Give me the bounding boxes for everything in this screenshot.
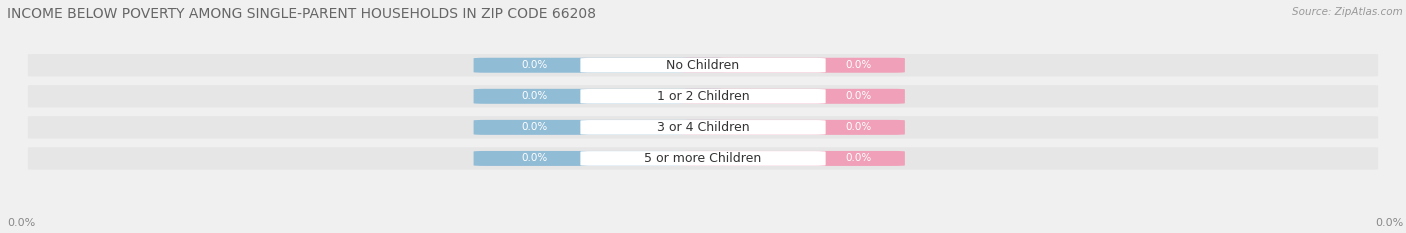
Text: 3 or 4 Children: 3 or 4 Children bbox=[657, 121, 749, 134]
Text: 0.0%: 0.0% bbox=[1375, 218, 1403, 228]
Text: 0.0%: 0.0% bbox=[845, 154, 872, 163]
FancyBboxPatch shape bbox=[28, 85, 1378, 107]
FancyBboxPatch shape bbox=[581, 151, 825, 166]
FancyBboxPatch shape bbox=[681, 120, 905, 135]
FancyBboxPatch shape bbox=[28, 147, 1378, 170]
FancyBboxPatch shape bbox=[681, 151, 905, 166]
FancyBboxPatch shape bbox=[581, 58, 825, 72]
FancyBboxPatch shape bbox=[28, 116, 1378, 139]
Text: 0.0%: 0.0% bbox=[845, 60, 872, 70]
Text: 0.0%: 0.0% bbox=[522, 154, 547, 163]
FancyBboxPatch shape bbox=[681, 89, 905, 104]
Text: 0.0%: 0.0% bbox=[522, 91, 547, 101]
FancyBboxPatch shape bbox=[681, 58, 905, 73]
FancyBboxPatch shape bbox=[474, 120, 725, 135]
Text: 0.0%: 0.0% bbox=[845, 91, 872, 101]
FancyBboxPatch shape bbox=[474, 89, 725, 104]
Text: 0.0%: 0.0% bbox=[522, 60, 547, 70]
Text: 0.0%: 0.0% bbox=[7, 218, 35, 228]
Text: 5 or more Children: 5 or more Children bbox=[644, 152, 762, 165]
Text: 0.0%: 0.0% bbox=[845, 122, 872, 132]
FancyBboxPatch shape bbox=[581, 120, 825, 135]
FancyBboxPatch shape bbox=[581, 89, 825, 104]
FancyBboxPatch shape bbox=[28, 54, 1378, 76]
Text: INCOME BELOW POVERTY AMONG SINGLE-PARENT HOUSEHOLDS IN ZIP CODE 66208: INCOME BELOW POVERTY AMONG SINGLE-PARENT… bbox=[7, 7, 596, 21]
Text: Source: ZipAtlas.com: Source: ZipAtlas.com bbox=[1292, 7, 1403, 17]
FancyBboxPatch shape bbox=[474, 151, 725, 166]
FancyBboxPatch shape bbox=[474, 58, 725, 73]
Text: 0.0%: 0.0% bbox=[522, 122, 547, 132]
Text: No Children: No Children bbox=[666, 59, 740, 72]
Text: 1 or 2 Children: 1 or 2 Children bbox=[657, 90, 749, 103]
